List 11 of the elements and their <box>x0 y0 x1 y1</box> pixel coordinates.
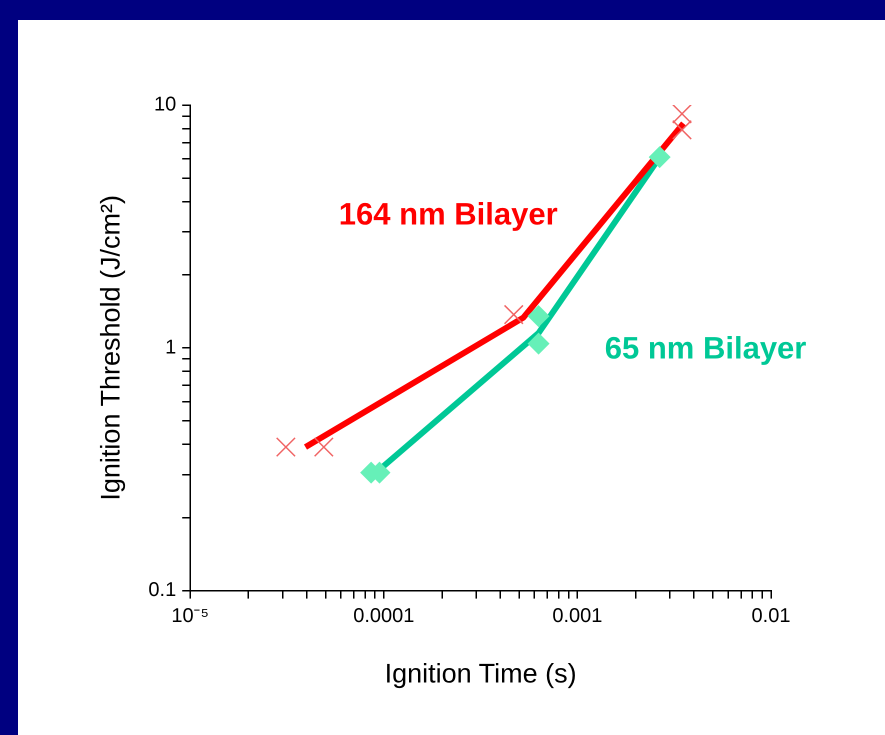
x-tick-label: 0.001 <box>552 605 602 628</box>
y-tick-label: 0.1 <box>148 579 176 602</box>
series-label: 65 nm Bilayer <box>604 330 806 366</box>
y-axis-title: Ignition Threshold (J/cm²) <box>96 194 126 501</box>
y-tick-label: 1 <box>165 336 176 358</box>
x-tick-label: 0.0001 <box>353 605 414 628</box>
x-tick-label: 10⁻⁵ <box>171 605 209 628</box>
series-label: 164 nm Bilayer <box>338 196 558 232</box>
x-axis-title: Ignition Time (s) <box>384 658 577 688</box>
x-tick-label: 0.01 <box>752 605 790 628</box>
y-tick-label: 10 <box>154 94 176 116</box>
